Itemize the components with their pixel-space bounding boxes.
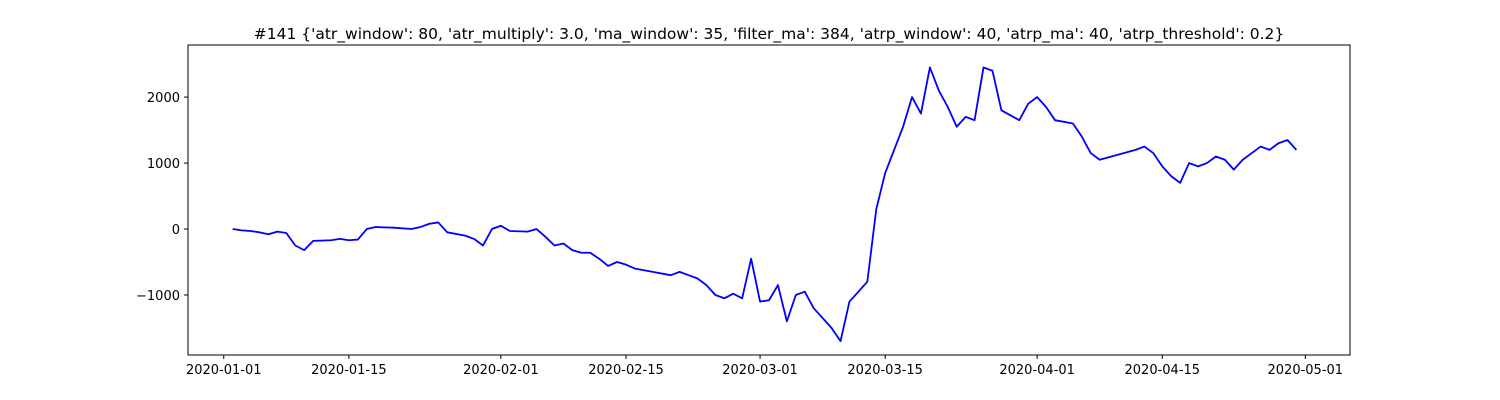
y-tick-label: 2000 [147,91,180,106]
x-tick-label: 2020-04-15 [1125,363,1201,378]
x-tick-label: 2020-02-01 [463,363,539,378]
line [232,66,1298,343]
y-tick-label: −1000 [136,289,180,304]
x-tick-label: 2020-02-15 [588,363,664,378]
x-tick-label: 2020-03-15 [847,363,923,378]
plot-frame [187,44,1351,356]
x-tick-label: 2020-05-01 [1268,363,1344,378]
x-tick-label: 2020-01-15 [311,363,387,378]
x-tick-label: 2020-04-01 [999,363,1075,378]
y-tick-label: 0 [172,223,180,238]
x-tick-label: 2020-01-01 [186,363,262,378]
y-tick-label: 1000 [147,157,180,172]
x-tick-label: 2020-03-01 [722,363,798,378]
chart-title: #141 {'atr_window': 80, 'atr_multiply': … [254,25,1285,44]
